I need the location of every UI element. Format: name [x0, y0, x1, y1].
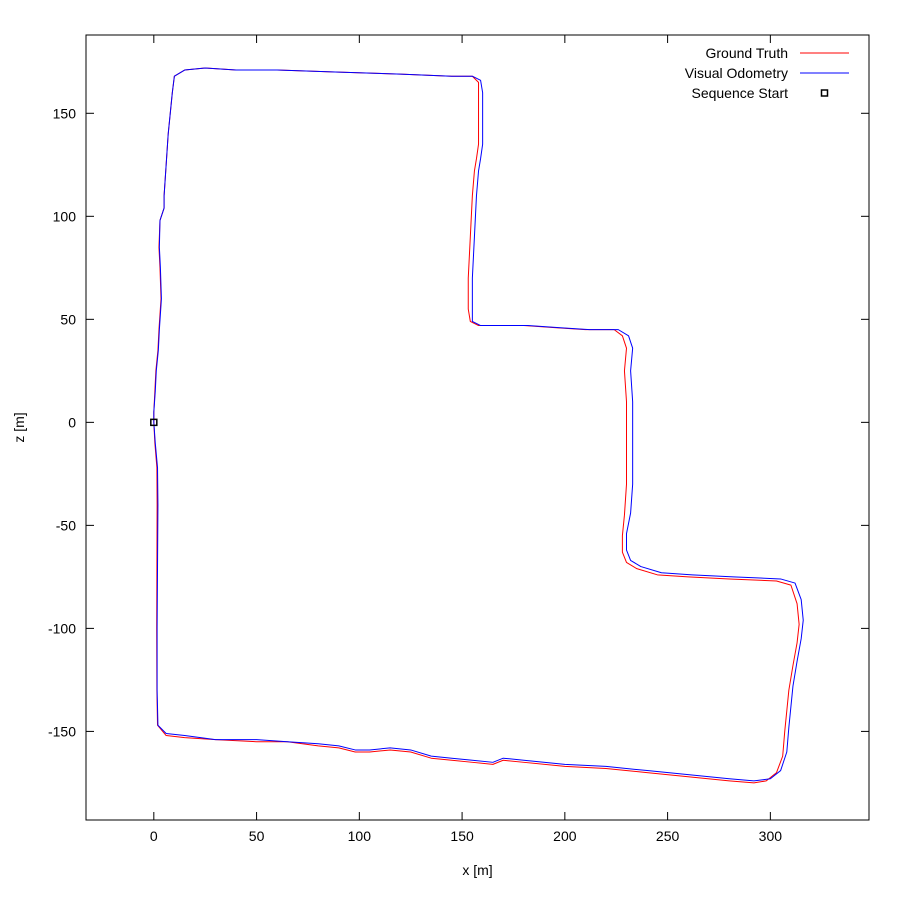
tick-marks	[86, 35, 869, 820]
y-tick-label: 50	[60, 311, 76, 327]
y-tick-label: -100	[48, 620, 76, 636]
legend-label: Ground Truth	[706, 45, 789, 61]
x-tick-label: 150	[450, 828, 474, 844]
x-tick-label: 250	[656, 828, 680, 844]
legend-marker	[820, 89, 829, 97]
plot-frame	[85, 34, 870, 821]
legend-label: Visual Odometry	[685, 65, 788, 81]
x-axis-label: x [m]	[462, 862, 492, 878]
legend-label: Sequence Start	[691, 85, 788, 101]
sequence-start-marker	[150, 418, 158, 427]
series-layer	[150, 67, 804, 784]
x-tick-label: 100	[348, 828, 372, 844]
series-line-1	[153, 67, 804, 782]
x-tick-label: 200	[553, 828, 577, 844]
x-tick-label: 0	[150, 828, 158, 844]
y-tick-label: -150	[48, 723, 76, 739]
y-axis-label: z [m]	[11, 412, 27, 442]
y-tick-label: 100	[53, 208, 77, 224]
x-tick-label: 50	[249, 828, 265, 844]
x-tick-label: 300	[759, 828, 783, 844]
legend: Ground Truth Visual Odometry Sequence Star…	[685, 45, 849, 101]
y-tick-label: -50	[56, 517, 76, 533]
y-tick-label: 0	[68, 414, 76, 430]
y-tick-label: 150	[53, 105, 77, 121]
tick-labels: 0 50 100 150 200 250 300 -150 -100 -50 0 50 100 150	[48, 105, 782, 844]
